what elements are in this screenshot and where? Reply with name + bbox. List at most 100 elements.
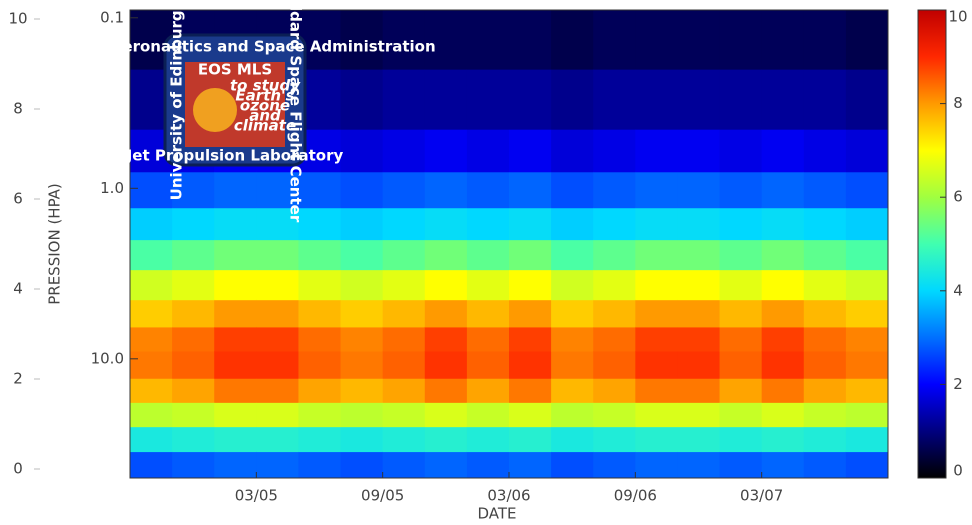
heatmap-cell [761,351,805,379]
heatmap-cell [635,299,678,328]
heatmap-cell [803,326,847,352]
heatmap-cell [803,402,847,428]
heatmap-cell [130,426,173,453]
heatmap-cell [424,299,468,328]
heatmap-cell [340,269,384,301]
heatmap-cell [719,69,763,130]
heatmap-cell [509,378,552,403]
heatmap-cell [509,239,552,271]
colorbar-tick-label: 10 [948,8,967,26]
heatmap-cell [677,269,721,301]
y2-tick-label: 6 [13,190,23,208]
heatmap-cell [130,326,173,352]
heatmap-cell [803,171,847,209]
heatmap-cell [466,269,510,301]
heatmap-cell [761,129,805,173]
heatmap-cell [845,239,889,271]
heatmap-cell [551,129,594,173]
heatmap-cell [635,451,678,479]
heatmap-cell [509,171,552,209]
heatmap-cell [719,239,763,271]
heatmap-cell [551,207,594,241]
heatmap-cell [845,69,889,130]
heatmap-cell [845,426,889,453]
heatmap-cell [635,10,678,70]
heatmap-cell [256,451,299,479]
heatmap-cell [424,239,468,271]
heatmap-cell [635,378,678,403]
heatmap-cell [340,10,384,70]
heatmap-cell [424,269,468,301]
heatmap-cell [845,351,889,379]
heatmap-cell [382,451,426,479]
heatmap-cell [466,129,510,173]
heatmap-cell [803,129,847,173]
heatmap-cell [172,207,215,241]
heatmap-cell [845,451,889,479]
heatmap-cell [677,426,721,453]
heatmap-cell [214,402,257,428]
heatmap-cell [340,351,384,379]
heatmap-cell [761,426,805,453]
heatmap-cell [593,451,636,479]
logo-bottom: Jet Propulsion Laboratory [126,147,344,165]
logo-tagline: and [249,107,281,125]
y-tick-label: 0.1 [100,8,124,26]
heatmap-cell [256,378,299,403]
heatmap-cell [172,426,215,453]
x-tick-label: 09/06 [614,487,657,505]
heatmap-cell [424,326,468,352]
heatmap-cell [340,207,384,241]
logo-title: EOS MLS [198,61,272,79]
heatmap-cell [677,378,721,403]
heatmap-cell [551,269,594,301]
logo-left: University of Edinburgh [168,0,186,200]
heatmap-cell [761,239,805,271]
heatmap-cell [551,402,594,428]
heatmap-cell [340,171,384,209]
heatmap-cell [551,351,594,379]
heatmap-cell [803,269,847,301]
heatmap-cell [761,402,805,428]
heatmap-cell [340,326,384,352]
heatmap-cell [214,426,257,453]
heatmap-cell [677,351,721,379]
heatmap-cell [424,10,468,70]
heatmap-cell [298,239,342,271]
heatmap-cell [593,129,636,173]
heatmap-cell [635,351,678,379]
logo-tagline: Earth's [235,87,294,105]
heatmap-cell [509,426,552,453]
heatmap-cell [214,171,257,209]
heatmap-cell [214,239,257,271]
heatmap-cell [719,207,763,241]
heatmap-cell [803,10,847,70]
heatmap-cell [340,69,384,130]
heatmap-cell [172,269,215,301]
heatmap-cell [803,299,847,328]
heatmap-cell [256,426,299,453]
heatmap-cell [382,269,426,301]
heatmap-cell [172,451,215,479]
heatmap-cell [130,402,173,428]
heatmap-cell [382,10,426,70]
heatmap-cell [593,239,636,271]
heatmap-cell [593,426,636,453]
heatmap-cell [509,451,552,479]
heatmap-cell [466,351,510,379]
logo-right: Goddard Space Flight Center [287,0,305,223]
heatmap-cell [593,378,636,403]
heatmap-cell [761,326,805,352]
heatmap-cell [761,378,805,403]
heatmap-cell [256,171,299,209]
heatmap-cell [677,10,721,70]
colorbar-tick-label: 2 [953,375,963,393]
heatmap-cell [635,426,678,453]
heatmap-cell [424,351,468,379]
heatmap-cell [677,171,721,209]
heatmap-cell [466,171,510,209]
y2-tick-label: 0 [13,460,23,478]
heatmap-cell [130,351,173,379]
heatmap-cell [424,426,468,453]
heatmap-cell [298,171,342,209]
